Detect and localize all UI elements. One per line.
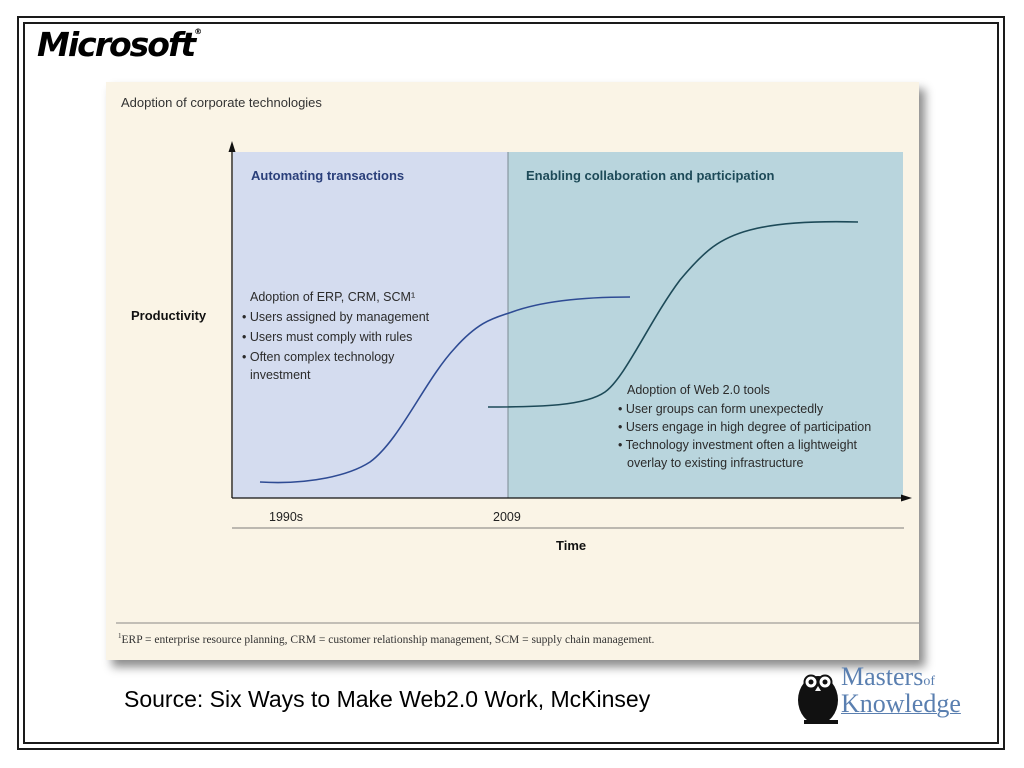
web20-bullet-3-cont: overlay to existing infrastructure [627, 456, 804, 470]
figure-title: Adoption of corporate technologies [121, 95, 322, 110]
source-citation: Source: Six Ways to Make Web2.0 Work, Mc… [124, 686, 651, 712]
microsoft-logo-text: Microsoft [37, 25, 196, 64]
erp-adoption-curve [259, 296, 631, 484]
x-axis-label: Time [556, 538, 586, 553]
brand-knowledge: Knowledge [841, 689, 961, 718]
erp-bullet-3-cont: investment [250, 368, 311, 382]
erp-bullet-3-text: Often complex technology [250, 350, 395, 364]
region-heading-automating: Automating transactions [251, 168, 404, 183]
outer-frame [17, 16, 1005, 750]
footnote-marker: 1 [118, 632, 122, 640]
erp-bullet-2: • Users must comply with rules [242, 330, 412, 344]
web20-bullet-3: • Technology investment often a lightwei… [618, 438, 858, 452]
footnote-text: ERP = enterprise resource planning, CRM … [121, 633, 655, 646]
registered-mark: ® [194, 27, 203, 36]
brand-masters-word: Masters [841, 662, 924, 691]
x-tick-1990s: 1990s [269, 510, 303, 524]
owl-icon [798, 674, 838, 724]
erp-bullet-1: • Users assigned by management [242, 310, 430, 324]
inner-frame [23, 22, 999, 744]
microsoft-logo: Microsoft® [37, 25, 203, 64]
erp-annotation: Adoption of ERP, CRM, SCM¹ • Users assig… [242, 290, 430, 382]
erp-annotation-heading: Adoption of ERP, CRM, SCM¹ [250, 290, 415, 304]
brand-masters: Mastersof [841, 664, 935, 690]
x-tick-2009: 2009 [493, 510, 521, 524]
web20-bullet-1: • User groups can form unexpectedly [618, 402, 824, 416]
erp-bullet-2-text: Users must comply with rules [250, 330, 413, 344]
erp-bullet-1-text: Users assigned by management [250, 310, 430, 324]
web20-bullet-2-text: Users engage in high degree of participa… [626, 420, 871, 434]
web20-annotation-heading: Adoption of Web 2.0 tools [627, 383, 770, 397]
x-axis-arrow [901, 494, 912, 502]
region-heading-enabling: Enabling collaboration and participation [526, 168, 775, 183]
y-axis-arrow [228, 141, 236, 152]
web20-adoption-curve [487, 220, 859, 408]
web20-bullet-1-text: User groups can form unexpectedly [626, 402, 824, 416]
web20-annotation: Adoption of Web 2.0 tools • User groups … [618, 383, 871, 470]
region-enabling-collaboration [508, 152, 903, 498]
y-axis-label: Productivity [131, 308, 207, 323]
web20-bullet-3-text: Technology investment often a lightweigh… [626, 438, 858, 452]
brand-of: of [923, 674, 935, 689]
web20-bullet-2: • Users engage in high degree of partici… [618, 420, 871, 434]
erp-bullet-3: • Often complex technology [242, 350, 395, 364]
footnote: 1ERP = enterprise resource planning, CRM… [118, 632, 654, 646]
region-automating-transactions [233, 152, 508, 498]
